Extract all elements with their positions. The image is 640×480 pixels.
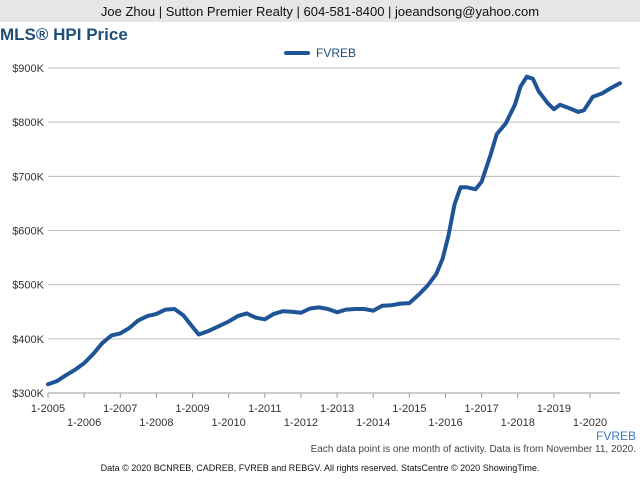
y-tick-label: $800K (12, 117, 44, 129)
data-footnote: Each data point is one month of activity… (310, 444, 636, 455)
x-tick-label: 1-2016 (428, 417, 462, 429)
x-tick-label: 1-2018 (501, 417, 535, 429)
y-tick-label: $900K (12, 63, 44, 75)
copyright-notice: Data © 2020 BCNREB, CADREB, FVREB and RE… (100, 463, 540, 473)
x-tick-label: 1-2009 (175, 403, 209, 415)
series-label: FVREB (595, 429, 636, 443)
contact-header-bar: Joe Zhou | Sutton Premier Realty | 604-5… (0, 0, 640, 22)
x-tick-label: 1-2007 (103, 403, 137, 415)
x-tick-label: 1-2015 (392, 403, 426, 415)
chart-title: MLS® HPI Price (0, 25, 128, 44)
y-tick-label: $600K (12, 226, 44, 238)
x-tick-label: 1-2010 (212, 417, 246, 429)
x-tick-label: 1-2005 (31, 403, 65, 415)
x-tick-label: 1-2012 (284, 417, 318, 429)
chart-legend: FVREB (0, 46, 640, 60)
contact-info: Joe Zhou | Sutton Premier Realty | 604-5… (100, 3, 540, 19)
x-tick-label: 1-2008 (139, 417, 173, 429)
y-tick-label: $300K (12, 388, 44, 400)
x-tick-label: 1-2020 (573, 417, 607, 429)
x-tick-label: 1-2017 (464, 403, 498, 415)
x-tick-label: 1-2014 (356, 417, 390, 429)
x-tick-label: 1-2011 (248, 403, 281, 415)
x-tick-label: 1-2006 (67, 417, 101, 429)
x-tick-label: 1-2013 (320, 403, 354, 415)
series-line-fvreb (46, 74, 622, 387)
legend-swatch (283, 51, 310, 55)
legend-label: FVREB (315, 46, 356, 60)
x-tick-label: 1-2019 (537, 403, 571, 415)
y-tick-label: $400K (12, 334, 44, 346)
y-tick-label: $700K (12, 171, 44, 183)
y-tick-label: $500K (12, 280, 44, 292)
